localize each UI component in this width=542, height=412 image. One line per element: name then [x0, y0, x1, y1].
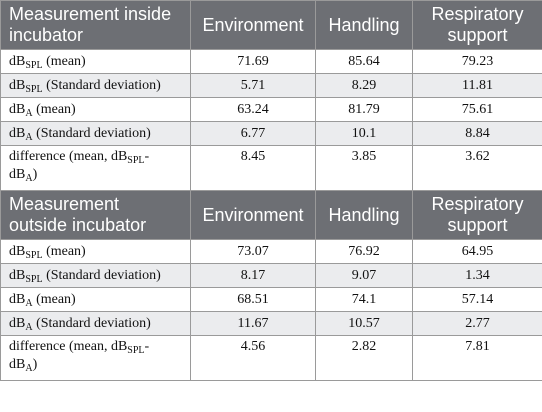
cell-respiratory-support: 8.84 — [412, 121, 542, 146]
column-header-respiratory-support: Respiratory support — [412, 190, 542, 240]
row-label: difference (mean, dBSPL-dBA) — [0, 335, 191, 381]
table-row: dBA (Standard deviation) 6.77 10.1 8.84 — [0, 121, 542, 146]
section-header-inside: Measurement inside incubator Environment… — [0, 0, 542, 50]
table-row: dBA (mean) 68.51 74.1 57.14 — [0, 287, 542, 312]
cell-handling: 10.1 — [315, 121, 413, 146]
cell-handling: 2.82 — [315, 335, 413, 381]
cell-respiratory-support: 2.77 — [412, 311, 542, 336]
row-label: dBA (mean) — [0, 97, 191, 122]
cell-environment: 73.07 — [190, 239, 316, 264]
table-row: difference (mean, dBSPL-dBA) 8.45 3.85 3… — [0, 145, 542, 191]
cell-environment: 6.77 — [190, 121, 316, 146]
cell-environment: 68.51 — [190, 287, 316, 312]
cell-handling: 9.07 — [315, 263, 413, 288]
cell-handling: 76.92 — [315, 239, 413, 264]
cell-respiratory-support: 79.23 — [412, 49, 542, 74]
section-title: Measurement outside incubator — [0, 190, 191, 240]
row-label: dBSPL (mean) — [0, 239, 191, 264]
column-header-respiratory-support: Respiratory support — [412, 0, 542, 50]
cell-environment: 63.24 — [190, 97, 316, 122]
cell-respiratory-support: 3.62 — [412, 145, 542, 191]
row-label: dBA (Standard deviation) — [0, 121, 191, 146]
cell-environment: 5.71 — [190, 73, 316, 98]
table-row: dBSPL (mean) 71.69 85.64 79.23 — [0, 49, 542, 74]
cell-handling: 74.1 — [315, 287, 413, 312]
cell-respiratory-support: 64.95 — [412, 239, 542, 264]
cell-handling: 81.79 — [315, 97, 413, 122]
cell-handling: 10.57 — [315, 311, 413, 336]
cell-respiratory-support: 57.14 — [412, 287, 542, 312]
measurement-table: Measurement inside incubator Environment… — [0, 0, 542, 381]
cell-handling: 85.64 — [315, 49, 413, 74]
table-row: dBA (mean) 63.24 81.79 75.61 — [0, 97, 542, 122]
table-row: dBSPL (Standard deviation) 8.17 9.07 1.3… — [0, 263, 542, 288]
row-label: difference (mean, dBSPL-dBA) — [0, 145, 191, 191]
column-header-handling: Handling — [315, 190, 413, 240]
column-header-handling: Handling — [315, 0, 413, 50]
cell-environment: 4.56 — [190, 335, 316, 381]
section-header-outside: Measurement outside incubator Environmen… — [0, 190, 542, 240]
table-row: dBSPL (mean) 73.07 76.92 64.95 — [0, 239, 542, 264]
cell-respiratory-support: 7.81 — [412, 335, 542, 381]
row-label: dBSPL (Standard deviation) — [0, 73, 191, 98]
cell-respiratory-support: 1.34 — [412, 263, 542, 288]
row-label: dBA (Standard deviation) — [0, 311, 191, 336]
cell-environment: 8.17 — [190, 263, 316, 288]
cell-respiratory-support: 75.61 — [412, 97, 542, 122]
cell-environment: 8.45 — [190, 145, 316, 191]
cell-environment: 71.69 — [190, 49, 316, 74]
cell-handling: 3.85 — [315, 145, 413, 191]
table-row: dBSPL (Standard deviation) 5.71 8.29 11.… — [0, 73, 542, 98]
cell-respiratory-support: 11.81 — [412, 73, 542, 98]
table-row: dBA (Standard deviation) 11.67 10.57 2.7… — [0, 311, 542, 336]
cell-environment: 11.67 — [190, 311, 316, 336]
column-header-environment: Environment — [190, 190, 316, 240]
row-label: dBSPL (Standard deviation) — [0, 263, 191, 288]
table-row: difference (mean, dBSPL-dBA) 4.56 2.82 7… — [0, 335, 542, 381]
row-label: dBSPL (mean) — [0, 49, 191, 74]
row-label: dBA (mean) — [0, 287, 191, 312]
section-title: Measurement inside incubator — [0, 0, 191, 50]
column-header-environment: Environment — [190, 0, 316, 50]
cell-handling: 8.29 — [315, 73, 413, 98]
